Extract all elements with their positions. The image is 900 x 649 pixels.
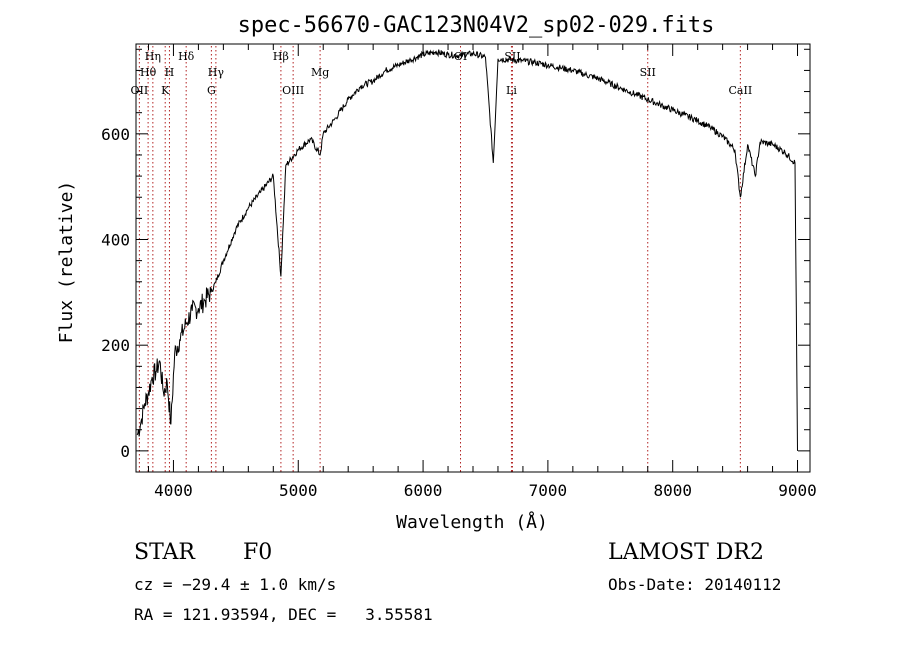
spectrum-line <box>136 49 798 451</box>
object-subclass: F0 <box>243 540 273 565</box>
line-marker-label: SII <box>640 66 656 79</box>
line-marker-label: H <box>165 66 175 79</box>
line-marker-label: Mg <box>311 66 329 79</box>
sky-coordinates: RA = 121.93594, DEC = 3.55581 <box>134 605 433 624</box>
line-marker-label: CaII <box>729 84 753 97</box>
line-marker-label: G <box>207 84 216 97</box>
line-marker-label: Li <box>506 84 517 97</box>
x-tick-label: 7000 <box>529 481 568 500</box>
x-tick-label: 5000 <box>279 481 318 500</box>
line-marker-label: OII <box>131 84 149 97</box>
line-marker-label: Hδ <box>178 50 195 63</box>
axes: 4000 5000 6000 7000 8000 9000 0 200 400 600 <box>101 44 817 500</box>
spectrum-plot-area <box>136 49 798 451</box>
x-axis-label: Wavelength (Å) <box>396 511 548 533</box>
line-marker-label: Hη <box>145 50 161 63</box>
chart-title: spec-56670-GAC123N04V2_sp02-029.fits <box>238 13 715 38</box>
object-class: STAR <box>134 540 195 565</box>
y-tick-label: 0 <box>120 442 130 461</box>
x-tick-label: 6000 <box>404 481 443 500</box>
x-tick-label: 9000 <box>778 481 817 500</box>
line-marker-label: OIII <box>282 84 304 97</box>
y-tick-label: 200 <box>101 336 130 355</box>
y-tick-label: 600 <box>101 125 130 144</box>
observation-date: Obs-Date: 20140112 <box>608 575 782 594</box>
plot-frame <box>135 43 811 473</box>
line-marker-label: Hγ <box>208 66 225 79</box>
y-axis-label: Flux (relative) <box>56 181 77 344</box>
line-marker-label: K <box>161 84 170 97</box>
line-marker-label: Hβ <box>273 50 289 63</box>
survey-name: LAMOST DR2 <box>608 540 764 565</box>
redshift-velocity: cz = −29.4 ± 1.0 km/s <box>134 575 337 594</box>
line-marker-label: Hθ <box>140 66 157 79</box>
x-tick-label: 8000 <box>653 481 692 500</box>
x-tick-label: 4000 <box>154 481 193 500</box>
y-tick-label: 400 <box>101 231 130 250</box>
